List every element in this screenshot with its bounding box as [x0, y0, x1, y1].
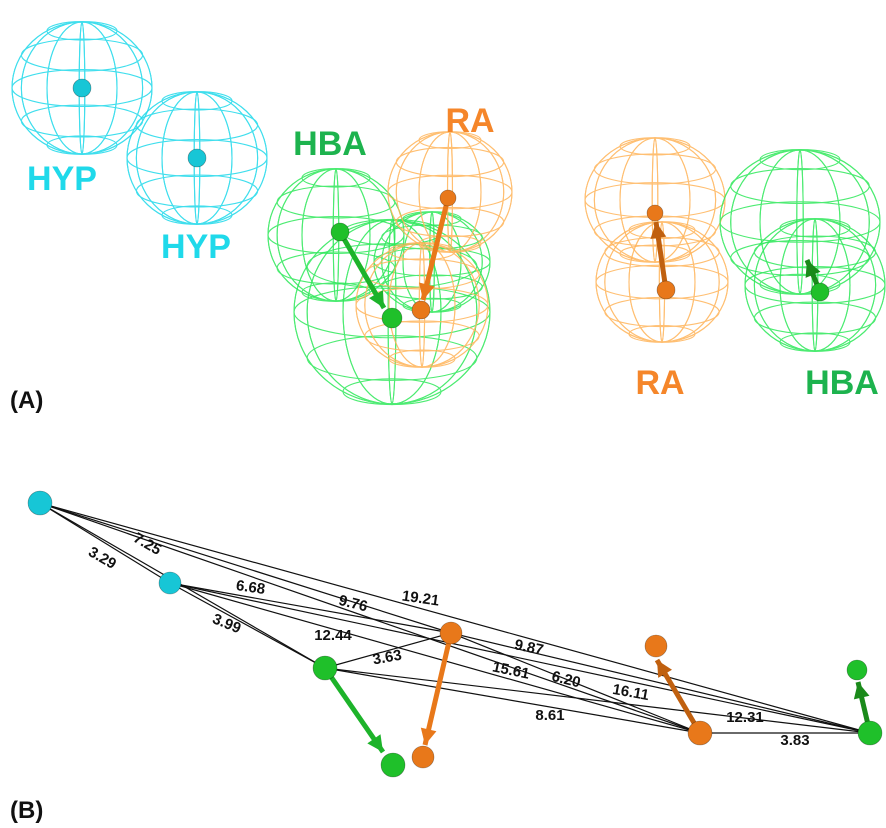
parallel: [403, 298, 461, 312]
feature-label: HYP: [161, 228, 231, 266]
wireframes: [12, 22, 885, 405]
atom: [159, 572, 181, 594]
meridian: [594, 138, 715, 262]
parallel: [605, 297, 719, 326]
parallel: [629, 326, 695, 343]
parallel: [389, 350, 455, 367]
atom: [858, 721, 882, 745]
distance-line: [325, 668, 870, 733]
feature-label: RA: [635, 364, 684, 402]
parallel: [47, 136, 117, 154]
distance-label: 7.25: [130, 529, 164, 558]
atom: [313, 656, 337, 680]
distance-label: 6.20: [550, 668, 582, 692]
wire-sphere: [720, 150, 880, 295]
atom: [331, 223, 349, 241]
parallel: [21, 39, 142, 71]
distance-label: 9.76: [337, 592, 369, 616]
parallel: [754, 302, 875, 334]
atom: [688, 721, 712, 745]
parallel: [731, 241, 870, 276]
distance-line: [170, 583, 870, 733]
atom: [647, 205, 663, 221]
distance-label: 15.61: [491, 658, 531, 682]
parallel: [343, 379, 441, 405]
distance-label: 9.87: [513, 636, 545, 659]
atom: [811, 283, 829, 301]
parallel: [620, 245, 690, 262]
atom: [381, 753, 405, 777]
panel-label: (B): [10, 797, 43, 824]
distance-label: 3.83: [780, 732, 809, 749]
atoms: [28, 79, 882, 777]
atom: [412, 746, 434, 768]
parallel: [731, 169, 870, 204]
feature-label: HYP: [27, 160, 97, 198]
panel-label: (A): [10, 387, 43, 414]
meridian: [620, 138, 690, 262]
feature-label: HBA: [293, 125, 367, 163]
feature-label: RA: [445, 102, 494, 140]
atom: [657, 281, 675, 299]
atom: [440, 622, 462, 644]
parallel: [396, 147, 503, 176]
parallel: [162, 206, 232, 224]
distance-label: 12.31: [726, 709, 764, 726]
distance-line: [170, 583, 325, 668]
figure: HYP HYP HBA RA RA HBA (A) (B) 3.29 7.25 6.…: [0, 0, 886, 828]
outline: [720, 150, 880, 294]
distance-label: 3.63: [371, 647, 403, 669]
atom: [847, 660, 867, 680]
atom: [412, 301, 430, 319]
meridian: [585, 138, 725, 262]
distance-label: 3.99: [210, 610, 243, 637]
parallel: [594, 154, 715, 184]
distance-label: 19.21: [401, 588, 441, 610]
parallel: [307, 244, 477, 289]
distance-label: 3.29: [85, 543, 119, 572]
distance-line: [40, 503, 451, 633]
parallel: [162, 92, 232, 110]
parallel: [136, 109, 257, 141]
parallel: [780, 333, 850, 351]
meridian: [594, 138, 715, 262]
atom: [28, 491, 52, 515]
wire-sphere: [585, 138, 725, 263]
meridian: [731, 150, 870, 294]
parallel: [136, 175, 257, 207]
atom: [382, 308, 402, 328]
parallel: [47, 22, 117, 40]
parallel: [302, 169, 370, 187]
distance-lines: [40, 503, 870, 733]
feature-label: HBA: [805, 364, 879, 402]
distance-line: [40, 503, 870, 733]
distance-label: 8.61: [535, 707, 564, 724]
parallel: [620, 138, 690, 155]
atom: [440, 190, 456, 206]
meridian: [720, 150, 880, 294]
meridian: [760, 150, 840, 294]
atom: [645, 635, 667, 657]
parallel: [277, 186, 395, 218]
atom: [73, 79, 91, 97]
meridian: [731, 150, 870, 294]
parallel: [760, 150, 840, 170]
parallel: [21, 105, 142, 137]
outline: [585, 138, 725, 262]
distance-label: 12.44: [314, 627, 352, 644]
atom: [188, 149, 206, 167]
